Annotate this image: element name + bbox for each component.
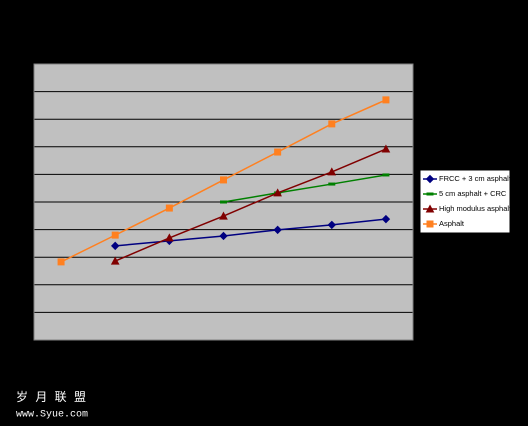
data-point bbox=[327, 220, 336, 230]
data-point bbox=[220, 200, 227, 204]
y-tick-label: 9 bbox=[23, 86, 28, 96]
y-tick-label: 10 bbox=[18, 58, 28, 68]
y-tick-label: 1 bbox=[23, 307, 28, 317]
legend-label: FRCC + 3 cm asphalt bbox=[439, 174, 512, 183]
legend-marker bbox=[425, 204, 435, 213]
data-point bbox=[219, 231, 228, 241]
y-tick-label: 8 bbox=[23, 114, 28, 124]
y-tick-label: 3 bbox=[23, 252, 28, 262]
y-tick-label: 2 bbox=[23, 279, 28, 289]
series-line bbox=[114, 148, 387, 262]
data-point bbox=[220, 176, 227, 184]
data-point bbox=[273, 225, 282, 235]
data-point bbox=[381, 214, 391, 224]
legend-label: 5 cm asphalt + CRC bbox=[439, 189, 507, 198]
data-point bbox=[57, 258, 65, 266]
data-point bbox=[382, 173, 390, 177]
data-point bbox=[327, 167, 337, 176]
data-point bbox=[381, 144, 391, 153]
legend-marker bbox=[426, 220, 434, 228]
watermark-url: www.Syue.com bbox=[16, 410, 88, 421]
data-point bbox=[328, 120, 336, 128]
data-point bbox=[274, 148, 282, 156]
data-point bbox=[328, 182, 336, 186]
legend-box bbox=[419, 169, 511, 234]
legend-marker bbox=[426, 192, 434, 196]
data-point bbox=[111, 231, 119, 239]
legend-marker bbox=[425, 174, 435, 184]
data-point bbox=[111, 241, 120, 251]
series-line bbox=[223, 174, 387, 203]
legend-label: Asphalt bbox=[439, 219, 465, 228]
data-point bbox=[219, 211, 228, 220]
data-point bbox=[110, 256, 120, 265]
legend-label: High modulus asphalt bbox=[439, 204, 512, 213]
data-point bbox=[273, 188, 282, 197]
data-point bbox=[165, 233, 174, 242]
y-tick-label: 6 bbox=[23, 169, 28, 179]
y-tick-label: 5 bbox=[23, 196, 28, 206]
y-tick-label: 0 bbox=[23, 334, 28, 344]
watermark-title: 岁 月 联 盟 bbox=[16, 389, 88, 404]
y-tick-label: 7 bbox=[23, 141, 28, 151]
y-tick-label: 4 bbox=[23, 224, 28, 234]
plot-border bbox=[33, 63, 414, 341]
data-point bbox=[165, 204, 173, 212]
data-point bbox=[382, 96, 390, 104]
